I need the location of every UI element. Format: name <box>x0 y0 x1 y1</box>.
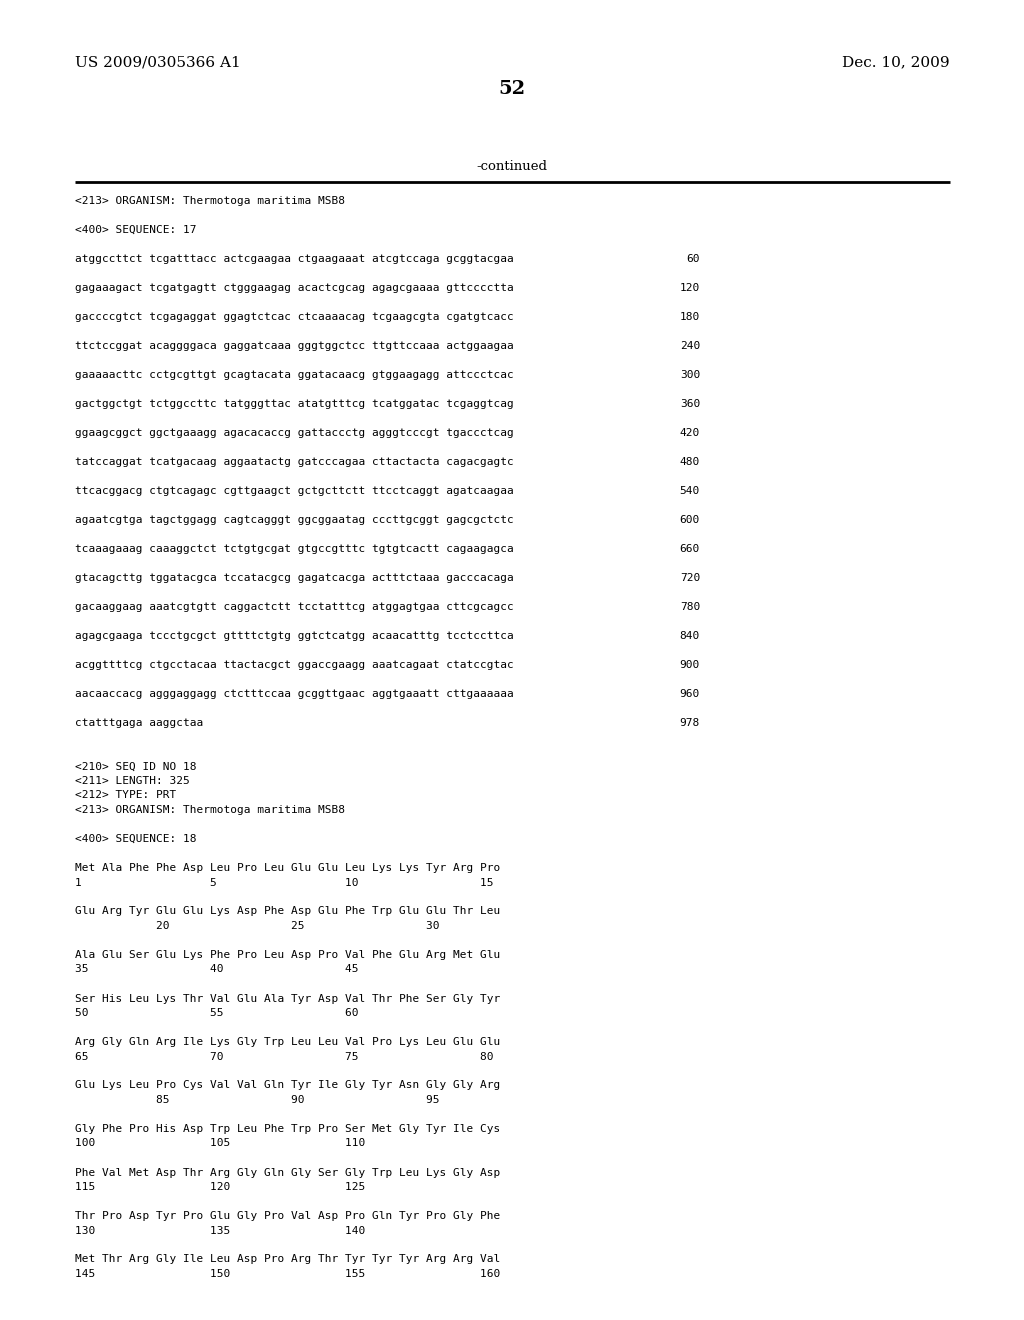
Text: 100                 105                 110: 100 105 110 <box>75 1138 366 1148</box>
Text: Thr Pro Asp Tyr Pro Glu Gly Pro Val Asp Pro Gln Tyr Pro Gly Phe: Thr Pro Asp Tyr Pro Glu Gly Pro Val Asp … <box>75 1210 501 1221</box>
Text: gaaaaacttc cctgcgttgt gcagtacata ggatacaacg gtggaagagg attccctcac: gaaaaacttc cctgcgttgt gcagtacata ggataca… <box>75 370 514 380</box>
Text: gacaaggaag aaatcgtgtt caggactctt tcctatttcg atggagtgaa cttcgcagcc: gacaaggaag aaatcgtgtt caggactctt tcctatt… <box>75 602 514 612</box>
Text: 60: 60 <box>686 253 700 264</box>
Text: 85                  90                  95: 85 90 95 <box>75 1096 439 1105</box>
Text: tcaaagaaag caaaggctct tctgtgcgat gtgccgtttc tgtgtcactt cagaagagca: tcaaagaaag caaaggctct tctgtgcgat gtgccgt… <box>75 544 514 554</box>
Text: atggccttct tcgatttacc actcgaagaa ctgaagaaat atcgtccaga gcggtacgaa: atggccttct tcgatttacc actcgaagaa ctgaaga… <box>75 253 514 264</box>
Text: Arg Gly Gln Arg Ile Lys Gly Trp Leu Leu Val Pro Lys Leu Glu Glu: Arg Gly Gln Arg Ile Lys Gly Trp Leu Leu … <box>75 1038 501 1047</box>
Text: 600: 600 <box>680 515 700 525</box>
Text: Gly Phe Pro His Asp Trp Leu Phe Trp Pro Ser Met Gly Tyr Ile Cys: Gly Phe Pro His Asp Trp Leu Phe Trp Pro … <box>75 1125 501 1134</box>
Text: tatccaggat tcatgacaag aggaatactg gatcccagaa cttactacta cagacgagtc: tatccaggat tcatgacaag aggaatactg gatccca… <box>75 457 514 467</box>
Text: 660: 660 <box>680 544 700 554</box>
Text: ctatttgaga aaggctaa: ctatttgaga aaggctaa <box>75 718 203 729</box>
Text: <400> SEQUENCE: 17: <400> SEQUENCE: 17 <box>75 224 197 235</box>
Text: 65                  70                  75                  80: 65 70 75 80 <box>75 1052 494 1061</box>
Text: 300: 300 <box>680 370 700 380</box>
Text: gagaaagact tcgatgagtt ctgggaagag acactcgcag agagcgaaaa gttcccctta: gagaaagact tcgatgagtt ctgggaagag acactcg… <box>75 282 514 293</box>
Text: 1                   5                   10                  15: 1 5 10 15 <box>75 878 494 887</box>
Text: gtacagcttg tggatacgca tccatacgcg gagatcacga actttctaaa gacccacaga: gtacagcttg tggatacgca tccatacgcg gagatca… <box>75 573 514 583</box>
Text: Dec. 10, 2009: Dec. 10, 2009 <box>843 55 950 69</box>
Text: <212> TYPE: PRT: <212> TYPE: PRT <box>75 791 176 800</box>
Text: 50                  55                  60: 50 55 60 <box>75 1008 358 1018</box>
Text: 180: 180 <box>680 312 700 322</box>
Text: -continued: -continued <box>476 160 548 173</box>
Text: Glu Arg Tyr Glu Glu Lys Asp Phe Asp Glu Phe Trp Glu Glu Thr Leu: Glu Arg Tyr Glu Glu Lys Asp Phe Asp Glu … <box>75 907 501 916</box>
Text: ttctccggat acaggggaca gaggatcaaa gggtggctcc ttgttccaaa actggaagaa: ttctccggat acaggggaca gaggatcaaa gggtggc… <box>75 341 514 351</box>
Text: aacaaccacg agggaggagg ctctttccaa gcggttgaac aggtgaaatt cttgaaaaaa: aacaaccacg agggaggagg ctctttccaa gcggttg… <box>75 689 514 700</box>
Text: 960: 960 <box>680 689 700 700</box>
Text: agagcgaaga tccctgcgct gttttctgtg ggtctcatgg acaacatttg tcctccttca: agagcgaaga tccctgcgct gttttctgtg ggtctca… <box>75 631 514 642</box>
Text: gactggctgt tctggccttc tatgggttac atatgtttcg tcatggatac tcgaggtcag: gactggctgt tctggccttc tatgggttac atatgtt… <box>75 399 514 409</box>
Text: 978: 978 <box>680 718 700 729</box>
Text: ttcacggacg ctgtcagagc cgttgaagct gctgcttctt ttcctcaggt agatcaagaa: ttcacggacg ctgtcagagc cgttgaagct gctgctt… <box>75 486 514 496</box>
Text: gaccccgtct tcgagaggat ggagtctcac ctcaaaacag tcgaagcgta cgatgtcacc: gaccccgtct tcgagaggat ggagtctcac ctcaaaa… <box>75 312 514 322</box>
Text: Phe Val Met Asp Thr Arg Gly Gln Gly Ser Gly Trp Leu Lys Gly Asp: Phe Val Met Asp Thr Arg Gly Gln Gly Ser … <box>75 1167 501 1177</box>
Text: Ser His Leu Lys Thr Val Glu Ala Tyr Asp Val Thr Phe Ser Gly Tyr: Ser His Leu Lys Thr Val Glu Ala Tyr Asp … <box>75 994 501 1003</box>
Text: 900: 900 <box>680 660 700 671</box>
Text: agaatcgtga tagctggagg cagtcagggt ggcggaatag cccttgcggt gagcgctctc: agaatcgtga tagctggagg cagtcagggt ggcggaa… <box>75 515 514 525</box>
Text: 35                  40                  45: 35 40 45 <box>75 965 358 974</box>
Text: 840: 840 <box>680 631 700 642</box>
Text: US 2009/0305366 A1: US 2009/0305366 A1 <box>75 55 241 69</box>
Text: ggaagcggct ggctgaaagg agacacaccg gattaccctg agggtcccgt tgaccctcag: ggaagcggct ggctgaaagg agacacaccg gattacc… <box>75 428 514 438</box>
Text: acggttttcg ctgcctacaa ttactacgct ggaccgaagg aaatcagaat ctatccgtac: acggttttcg ctgcctacaa ttactacgct ggaccga… <box>75 660 514 671</box>
Text: Glu Lys Leu Pro Cys Val Val Gln Tyr Ile Gly Tyr Asn Gly Gly Arg: Glu Lys Leu Pro Cys Val Val Gln Tyr Ile … <box>75 1081 501 1090</box>
Text: 115                 120                 125: 115 120 125 <box>75 1181 366 1192</box>
Text: Met Ala Phe Phe Asp Leu Pro Leu Glu Glu Leu Lys Lys Tyr Arg Pro: Met Ala Phe Phe Asp Leu Pro Leu Glu Glu … <box>75 863 501 873</box>
Text: <400> SEQUENCE: 18: <400> SEQUENCE: 18 <box>75 834 197 843</box>
Text: 145                 150                 155                 160: 145 150 155 160 <box>75 1269 501 1279</box>
Text: 120: 120 <box>680 282 700 293</box>
Text: 130                 135                 140: 130 135 140 <box>75 1225 366 1236</box>
Text: 480: 480 <box>680 457 700 467</box>
Text: 420: 420 <box>680 428 700 438</box>
Text: 540: 540 <box>680 486 700 496</box>
Text: <211> LENGTH: 325: <211> LENGTH: 325 <box>75 776 189 785</box>
Text: Met Thr Arg Gly Ile Leu Asp Pro Arg Thr Tyr Tyr Tyr Arg Arg Val: Met Thr Arg Gly Ile Leu Asp Pro Arg Thr … <box>75 1254 501 1265</box>
Text: 240: 240 <box>680 341 700 351</box>
Text: Ala Glu Ser Glu Lys Phe Pro Leu Asp Pro Val Phe Glu Arg Met Glu: Ala Glu Ser Glu Lys Phe Pro Leu Asp Pro … <box>75 950 501 960</box>
Text: <210> SEQ ID NO 18: <210> SEQ ID NO 18 <box>75 762 197 771</box>
Text: 20                  25                  30: 20 25 30 <box>75 921 439 931</box>
Text: 780: 780 <box>680 602 700 612</box>
Text: <213> ORGANISM: Thermotoga maritima MSB8: <213> ORGANISM: Thermotoga maritima MSB8 <box>75 805 345 814</box>
Text: <213> ORGANISM: Thermotoga maritima MSB8: <213> ORGANISM: Thermotoga maritima MSB8 <box>75 195 345 206</box>
Text: 360: 360 <box>680 399 700 409</box>
Text: 720: 720 <box>680 573 700 583</box>
Text: 52: 52 <box>499 81 525 98</box>
